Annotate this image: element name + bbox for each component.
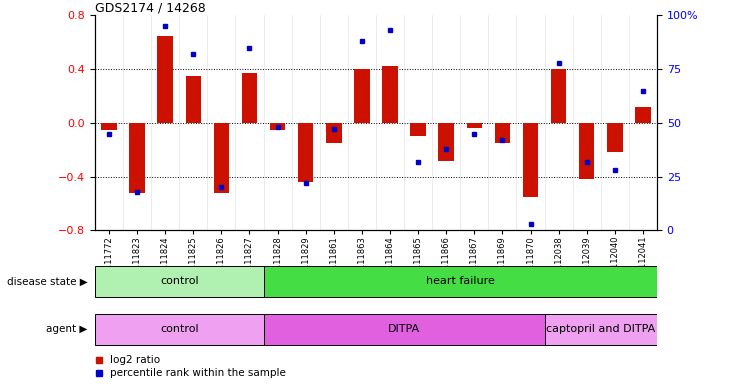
Bar bbox=[551, 69, 566, 123]
Bar bbox=[607, 123, 623, 152]
Bar bbox=[270, 123, 285, 130]
Bar bbox=[439, 123, 454, 161]
Bar bbox=[298, 123, 313, 182]
Text: disease state ▶: disease state ▶ bbox=[7, 276, 88, 286]
Bar bbox=[545, 314, 657, 345]
Bar bbox=[635, 107, 650, 123]
Bar bbox=[523, 123, 538, 197]
Bar bbox=[95, 266, 264, 297]
Text: agent ▶: agent ▶ bbox=[46, 324, 88, 334]
Bar bbox=[264, 266, 657, 297]
Text: control: control bbox=[160, 276, 199, 286]
Text: captopril and DITPA: captopril and DITPA bbox=[546, 324, 656, 334]
Bar bbox=[242, 73, 257, 123]
Text: DITPA: DITPA bbox=[388, 324, 420, 334]
Bar bbox=[466, 123, 482, 128]
Bar bbox=[264, 314, 545, 345]
Text: percentile rank within the sample: percentile rank within the sample bbox=[110, 368, 285, 379]
Bar bbox=[495, 123, 510, 143]
Text: GDS2174 / 14268: GDS2174 / 14268 bbox=[95, 1, 206, 14]
Bar bbox=[354, 69, 369, 123]
Bar bbox=[101, 123, 117, 130]
Bar bbox=[579, 123, 594, 179]
Bar bbox=[129, 123, 145, 193]
Text: heart failure: heart failure bbox=[426, 276, 495, 286]
Text: log2 ratio: log2 ratio bbox=[110, 355, 160, 365]
Bar bbox=[383, 66, 398, 123]
Bar bbox=[95, 314, 264, 345]
Bar bbox=[326, 123, 342, 143]
Bar bbox=[214, 123, 229, 193]
Bar bbox=[185, 76, 201, 123]
Text: control: control bbox=[160, 324, 199, 334]
Bar bbox=[158, 36, 173, 123]
Bar bbox=[410, 123, 426, 136]
